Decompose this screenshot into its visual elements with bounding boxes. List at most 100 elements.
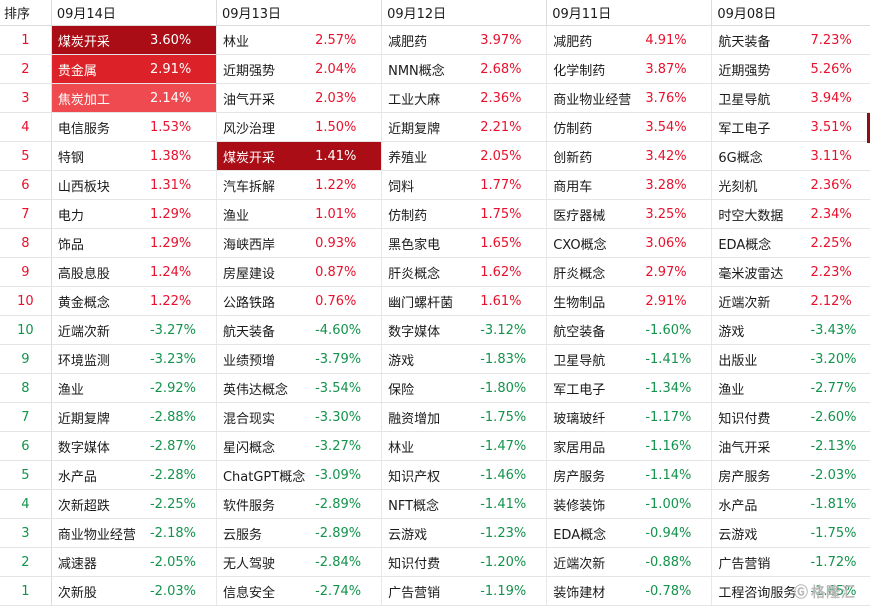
sector-name-cell[interactable]: 仿制药 xyxy=(381,199,475,229)
sector-name-cell[interactable]: 近期强势 xyxy=(711,54,805,84)
date-column-header[interactable]: 09月14日 xyxy=(51,0,217,26)
table-row[interactable]: 7 近期复牌 -2.88% 混合现实 -3.30% 融资增加 -1.75% 玻璃玻纤 -1.17… xyxy=(0,402,870,432)
sector-name-cell[interactable]: 业绩预增 xyxy=(216,344,310,374)
sector-name-cell[interactable]: 林业 xyxy=(381,431,475,461)
sector-name-cell[interactable]: 山西板块 xyxy=(51,170,144,200)
sector-name-cell[interactable]: 广告营销 xyxy=(381,576,475,606)
table-row[interactable]: 7 电力 1.29% 渔业 1.01% 仿制药 1.75% 医疗器械 3.25% 时空大数据 2.3… xyxy=(0,199,870,229)
sector-name-cell[interactable]: 装修装饰 xyxy=(546,489,640,519)
table-row[interactable]: 5 水产品 -2.28% ChatGPT概念 -3.09% 知识产权 -1.46% 房产服务 -… xyxy=(0,460,870,490)
sector-name-cell[interactable]: 保险 xyxy=(381,373,475,403)
sector-name-cell[interactable]: 知识付费 xyxy=(381,547,475,577)
table-row[interactable]: 10 黄金概念 1.22% 公路铁路 0.76% 幽门螺杆菌 1.61% 生物制品 2.91% 近… xyxy=(0,286,870,316)
sector-name-cell[interactable]: 信息安全 xyxy=(216,576,310,606)
table-row[interactable]: 8 渔业 -2.92% 英伟达概念 -3.54% 保险 -1.80% 军工电子 -1.34% 渔业… xyxy=(0,373,870,403)
sector-name-cell[interactable]: 知识付费 xyxy=(711,402,805,432)
sector-name-cell[interactable]: 星闪概念 xyxy=(216,431,310,461)
sector-name-cell[interactable]: 航空装备 xyxy=(546,315,640,345)
sector-name-cell[interactable]: 6G概念 xyxy=(711,141,805,171)
sector-name-cell[interactable]: 时空大数据 xyxy=(711,199,805,229)
sector-name-cell[interactable]: 装饰建材 xyxy=(546,576,640,606)
table-row[interactable]: 3 焦炭加工 2.14% 油气开采 2.03% 工业大麻 2.36% 商业物业经营 3.76% 卫… xyxy=(0,83,870,113)
date-column-header[interactable]: 09月08日 xyxy=(711,0,870,26)
sector-name-cell[interactable]: 林业 xyxy=(216,25,310,55)
sector-name-cell[interactable]: ChatGPT概念 xyxy=(216,460,310,490)
sector-name-cell[interactable]: 软件服务 xyxy=(216,489,310,519)
sector-name-cell[interactable]: 减肥药 xyxy=(546,25,640,55)
table-row[interactable]: 2 减速器 -2.05% 无人驾驶 -2.84% 知识付费 -1.20% 近端次新 -0.88%… xyxy=(0,547,870,577)
sector-name-cell[interactable]: 数字媒体 xyxy=(381,315,475,345)
sector-name-cell[interactable]: 水产品 xyxy=(711,489,805,519)
sector-name-cell[interactable]: 幽门螺杆菌 xyxy=(381,286,475,316)
table-row[interactable]: 10 近端次新 -3.27% 航天装备 -4.60% 数字媒体 -3.12% 航空装备 -1.6… xyxy=(0,315,870,345)
sector-name-cell[interactable]: 航天装备 xyxy=(216,315,310,345)
sector-name-cell[interactable]: 渔业 xyxy=(711,373,805,403)
table-row[interactable]: 1 煤炭开采 3.60% 林业 2.57% 减肥药 3.97% 减肥药 4.91% 航天装备 7.2… xyxy=(0,25,870,55)
sector-name-cell[interactable]: 渔业 xyxy=(216,199,310,229)
sector-name-cell[interactable]: 特钢 xyxy=(51,141,144,171)
sector-name-cell[interactable]: 风沙治理 xyxy=(216,112,310,142)
date-column-header[interactable]: 09月12日 xyxy=(381,0,548,26)
table-row[interactable]: 4 电信服务 1.53% 风沙治理 1.50% 近期复牌 2.21% 仿制药 3.54% 军工电子… xyxy=(0,112,870,142)
sector-name-cell[interactable]: 房产服务 xyxy=(711,460,805,490)
sector-name-cell[interactable]: 黑色家电 xyxy=(381,228,475,258)
table-row[interactable]: 4 次新超跌 -2.25% 软件服务 -2.89% NFT概念 -1.41% 装修装饰 -1.0… xyxy=(0,489,870,519)
table-row[interactable]: 9 环境监测 -3.23% 业绩预增 -3.79% 游戏 -1.83% 卫星导航 -1.41% 出… xyxy=(0,344,870,374)
sector-name-cell[interactable]: 汽车拆解 xyxy=(216,170,310,200)
sector-name-cell[interactable]: 云游戏 xyxy=(381,518,475,548)
sector-name-cell[interactable]: 房产服务 xyxy=(546,460,640,490)
sector-name-cell[interactable]: 商业物业经营 xyxy=(51,518,144,548)
sector-name-cell[interactable]: 次新超跌 xyxy=(51,489,144,519)
sector-name-cell[interactable]: 航天装备 xyxy=(711,25,805,55)
sector-name-cell[interactable]: 英伟达概念 xyxy=(216,373,310,403)
rank-column-header[interactable]: 排序 xyxy=(0,0,52,26)
sector-name-cell[interactable]: 广告营销 xyxy=(711,547,805,577)
sector-name-cell[interactable]: 创新药 xyxy=(546,141,640,171)
sector-name-cell[interactable]: 光刻机 xyxy=(711,170,805,200)
sector-name-cell[interactable]: 近期复牌 xyxy=(51,402,144,432)
sector-name-cell[interactable]: 油气开采 xyxy=(216,83,310,113)
table-row[interactable]: 9 高股息股 1.24% 房屋建设 0.87% 肝炎概念 1.62% 肝炎概念 2.97% 毫米波… xyxy=(0,257,870,287)
sector-name-cell[interactable]: EDA概念 xyxy=(711,228,805,258)
table-row[interactable]: 5 特钢 1.38% 煤炭开采 1.41% 养殖业 2.05% 创新药 3.42% 6G概念 3.1… xyxy=(0,141,870,171)
sector-name-cell[interactable]: 饰品 xyxy=(51,228,144,258)
sector-name-cell[interactable]: 混合现实 xyxy=(216,402,310,432)
sector-name-cell[interactable]: 军工电子 xyxy=(546,373,640,403)
sector-name-cell[interactable]: 云服务 xyxy=(216,518,310,548)
sector-name-cell[interactable]: 商用车 xyxy=(546,170,640,200)
sector-name-cell[interactable]: 生物制品 xyxy=(546,286,640,316)
date-column-header[interactable]: 09月11日 xyxy=(546,0,713,26)
sector-name-cell[interactable]: 焦炭加工 xyxy=(51,83,144,113)
sector-name-cell[interactable]: 仿制药 xyxy=(546,112,640,142)
sector-name-cell[interactable]: 水产品 xyxy=(51,460,144,490)
sector-name-cell[interactable]: 减速器 xyxy=(51,547,144,577)
table-row[interactable]: 8 饰品 1.29% 海峡西岸 0.93% 黑色家电 1.65% CXO概念 3.06% EDA概… xyxy=(0,228,870,258)
sector-name-cell[interactable]: 近期强势 xyxy=(216,54,310,84)
sector-name-cell[interactable]: 知识产权 xyxy=(381,460,475,490)
table-row[interactable]: 2 贵金属 2.91% 近期强势 2.04% NMN概念 2.68% 化学制药 3.87% 近期强… xyxy=(0,54,870,84)
sector-name-cell[interactable]: 电信服务 xyxy=(51,112,144,142)
sector-name-cell[interactable]: 卫星导航 xyxy=(711,83,805,113)
sector-name-cell[interactable]: 油气开采 xyxy=(711,431,805,461)
sector-name-cell[interactable]: 出版业 xyxy=(711,344,805,374)
sector-name-cell[interactable]: 房屋建设 xyxy=(216,257,310,287)
table-row[interactable]: 3 商业物业经营 -2.18% 云服务 -2.89% 云游戏 -1.23% EDA概念 -0.9… xyxy=(0,518,870,548)
sector-name-cell[interactable]: 数字媒体 xyxy=(51,431,144,461)
sector-name-cell[interactable]: 黄金概念 xyxy=(51,286,144,316)
sector-name-cell[interactable]: 家居用品 xyxy=(546,431,640,461)
sector-name-cell[interactable]: 玻璃玻纤 xyxy=(546,402,640,432)
sector-name-cell[interactable]: 肝炎概念 xyxy=(546,257,640,287)
sector-name-cell[interactable]: 近端次新 xyxy=(711,286,805,316)
sector-name-cell[interactable]: 环境监测 xyxy=(51,344,144,374)
sector-name-cell[interactable]: 化学制药 xyxy=(546,54,640,84)
sector-name-cell[interactable]: 游戏 xyxy=(711,315,805,345)
sector-name-cell[interactable]: EDA概念 xyxy=(546,518,640,548)
sector-name-cell[interactable]: 医疗器械 xyxy=(546,199,640,229)
sector-name-cell[interactable]: 云游戏 xyxy=(711,518,805,548)
sector-name-cell[interactable]: 工业大麻 xyxy=(381,83,475,113)
sector-name-cell[interactable]: 高股息股 xyxy=(51,257,144,287)
sector-name-cell[interactable]: 商业物业经营 xyxy=(546,83,640,113)
sector-name-cell[interactable]: CXO概念 xyxy=(546,228,640,258)
sector-name-cell[interactable]: 煤炭开采 xyxy=(51,25,144,55)
sector-name-cell[interactable]: 减肥药 xyxy=(381,25,475,55)
